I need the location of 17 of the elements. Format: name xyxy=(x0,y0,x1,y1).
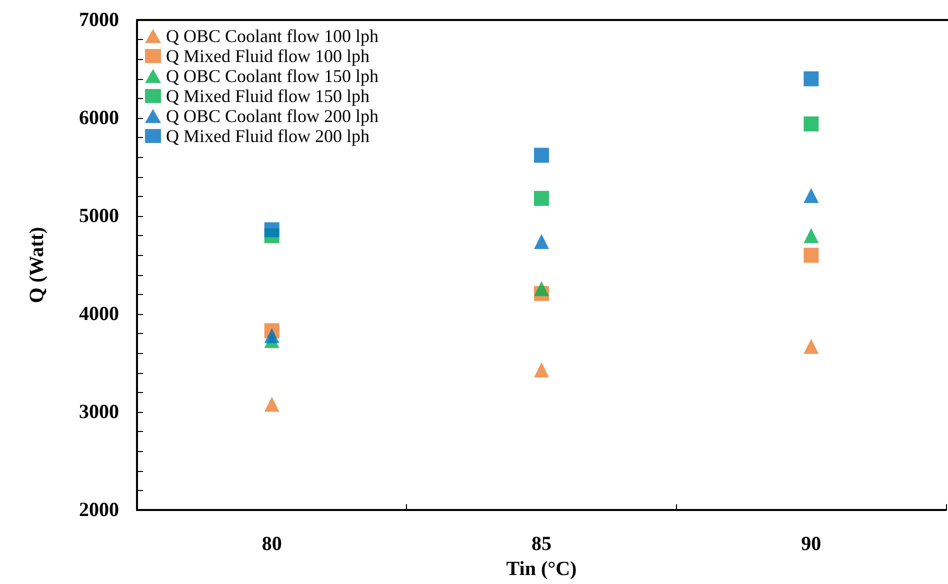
legend-label: Q Mixed Fluid flow 100 lph xyxy=(166,46,370,66)
y-tick-label: 4000 xyxy=(79,303,119,326)
x-axis-title: Tin (°C) xyxy=(506,558,577,580)
y-tick-label: 7000 xyxy=(79,9,119,31)
y-axis-title: Q (Watt) xyxy=(26,227,48,304)
legend-label: Q OBC Coolant flow 150 lph xyxy=(166,66,379,86)
x-tick-label: 85 xyxy=(532,533,552,556)
y-tick-label: 3000 xyxy=(79,401,119,424)
legend-label: Q Mixed Fluid flow 150 lph xyxy=(166,86,370,106)
x-tick-label: 90 xyxy=(801,533,822,556)
y-tick-label: 6000 xyxy=(79,107,119,130)
legend-label: Q OBC Coolant flow 100 lph xyxy=(166,26,379,46)
x-tick-label: 80 xyxy=(262,533,282,556)
y-tick-label: 5000 xyxy=(79,205,119,228)
legend-label: Q Mixed Fluid flow 200 lph xyxy=(166,126,370,146)
legend-label: Q OBC Coolant flow 200 lph xyxy=(166,106,379,126)
y-tick-label: 2000 xyxy=(79,499,119,522)
